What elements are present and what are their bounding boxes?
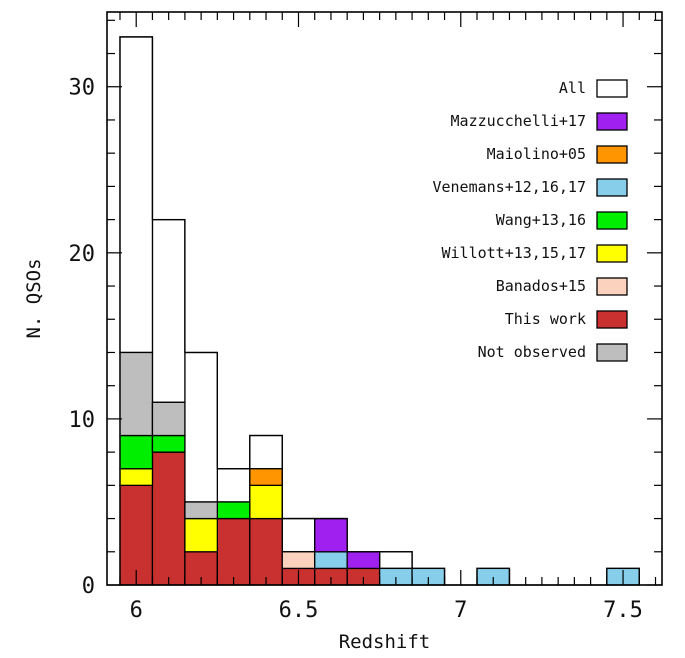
bar-venemans-12-16-17 — [314, 551, 348, 570]
bar-banados-15 — [281, 551, 316, 570]
legend-label: This work — [505, 310, 586, 328]
legend-label: Mazzucchelli+17 — [451, 112, 586, 130]
x-tick-label: 7 — [454, 598, 467, 623]
y-tick-label: 0 — [82, 574, 95, 599]
y-tick-label: 10 — [69, 408, 96, 433]
legend: All Mazzucchelli+17 Maiolino+05 Venemans+12… — [432, 79, 628, 362]
bar-all — [281, 517, 316, 553]
legend-swatch — [596, 178, 628, 197]
bar-wang-13-16 — [151, 434, 186, 453]
bar-wang-13-16 — [216, 501, 251, 520]
x-tick-label: 7.5 — [603, 598, 643, 623]
bar-this-work — [216, 517, 251, 586]
x-tick-label: 6 — [130, 598, 143, 623]
x-tick-label: 6.5 — [279, 598, 319, 623]
bar-willott-13-15-17 — [249, 484, 283, 520]
bar-wang-13-16 — [119, 434, 154, 470]
bar-all — [216, 468, 251, 503]
legend-label: Banados+15 — [496, 277, 586, 295]
histogram-bars — [119, 36, 640, 586]
legend-swatch — [596, 310, 628, 329]
bar-mazzucchelli-17 — [314, 517, 348, 553]
bar-not-observed — [184, 501, 219, 520]
bar-all — [184, 351, 219, 503]
legend-swatch — [596, 211, 628, 230]
bar-this-work — [249, 517, 283, 586]
bar-all — [119, 36, 154, 354]
legend-label: Willott+13,15,17 — [442, 244, 587, 262]
bar-willott-13-15-17 — [184, 517, 219, 553]
bar-this-work — [151, 451, 186, 586]
bar-all — [378, 551, 413, 570]
axis-ticks — [107, 12, 662, 586]
bar-willott-13-15-17 — [119, 468, 154, 486]
legend-label: All — [559, 79, 586, 97]
legend-label: Maiolino+05 — [487, 145, 586, 163]
bar-not-observed — [119, 351, 154, 437]
y-tick-label: 30 — [69, 76, 96, 101]
y-axis-label: N. QSOs — [23, 258, 45, 338]
bar-not-observed — [151, 401, 186, 437]
y-tick-label: 20 — [69, 242, 96, 267]
legend-swatch — [596, 244, 628, 263]
plot-frame — [106, 11, 663, 586]
tick-labels: 6 6.5 7 7.5 0 10 20 30 — [69, 76, 643, 623]
legend-label: Wang+13,16 — [496, 211, 586, 229]
legend-swatch — [596, 112, 628, 131]
legend-label: Venemans+12,16,17 — [432, 178, 586, 196]
legend-swatch — [596, 343, 628, 362]
bar-maiolino-05 — [249, 468, 283, 486]
legend-swatch — [596, 79, 628, 98]
bar-all — [151, 218, 186, 403]
x-axis-label: Redshift — [339, 631, 431, 653]
legend-label: Not observed — [478, 343, 586, 361]
legend-swatch — [596, 277, 628, 296]
bar-all — [249, 434, 283, 470]
bar-mazzucchelli-17 — [346, 551, 381, 570]
legend-swatch — [596, 145, 628, 164]
